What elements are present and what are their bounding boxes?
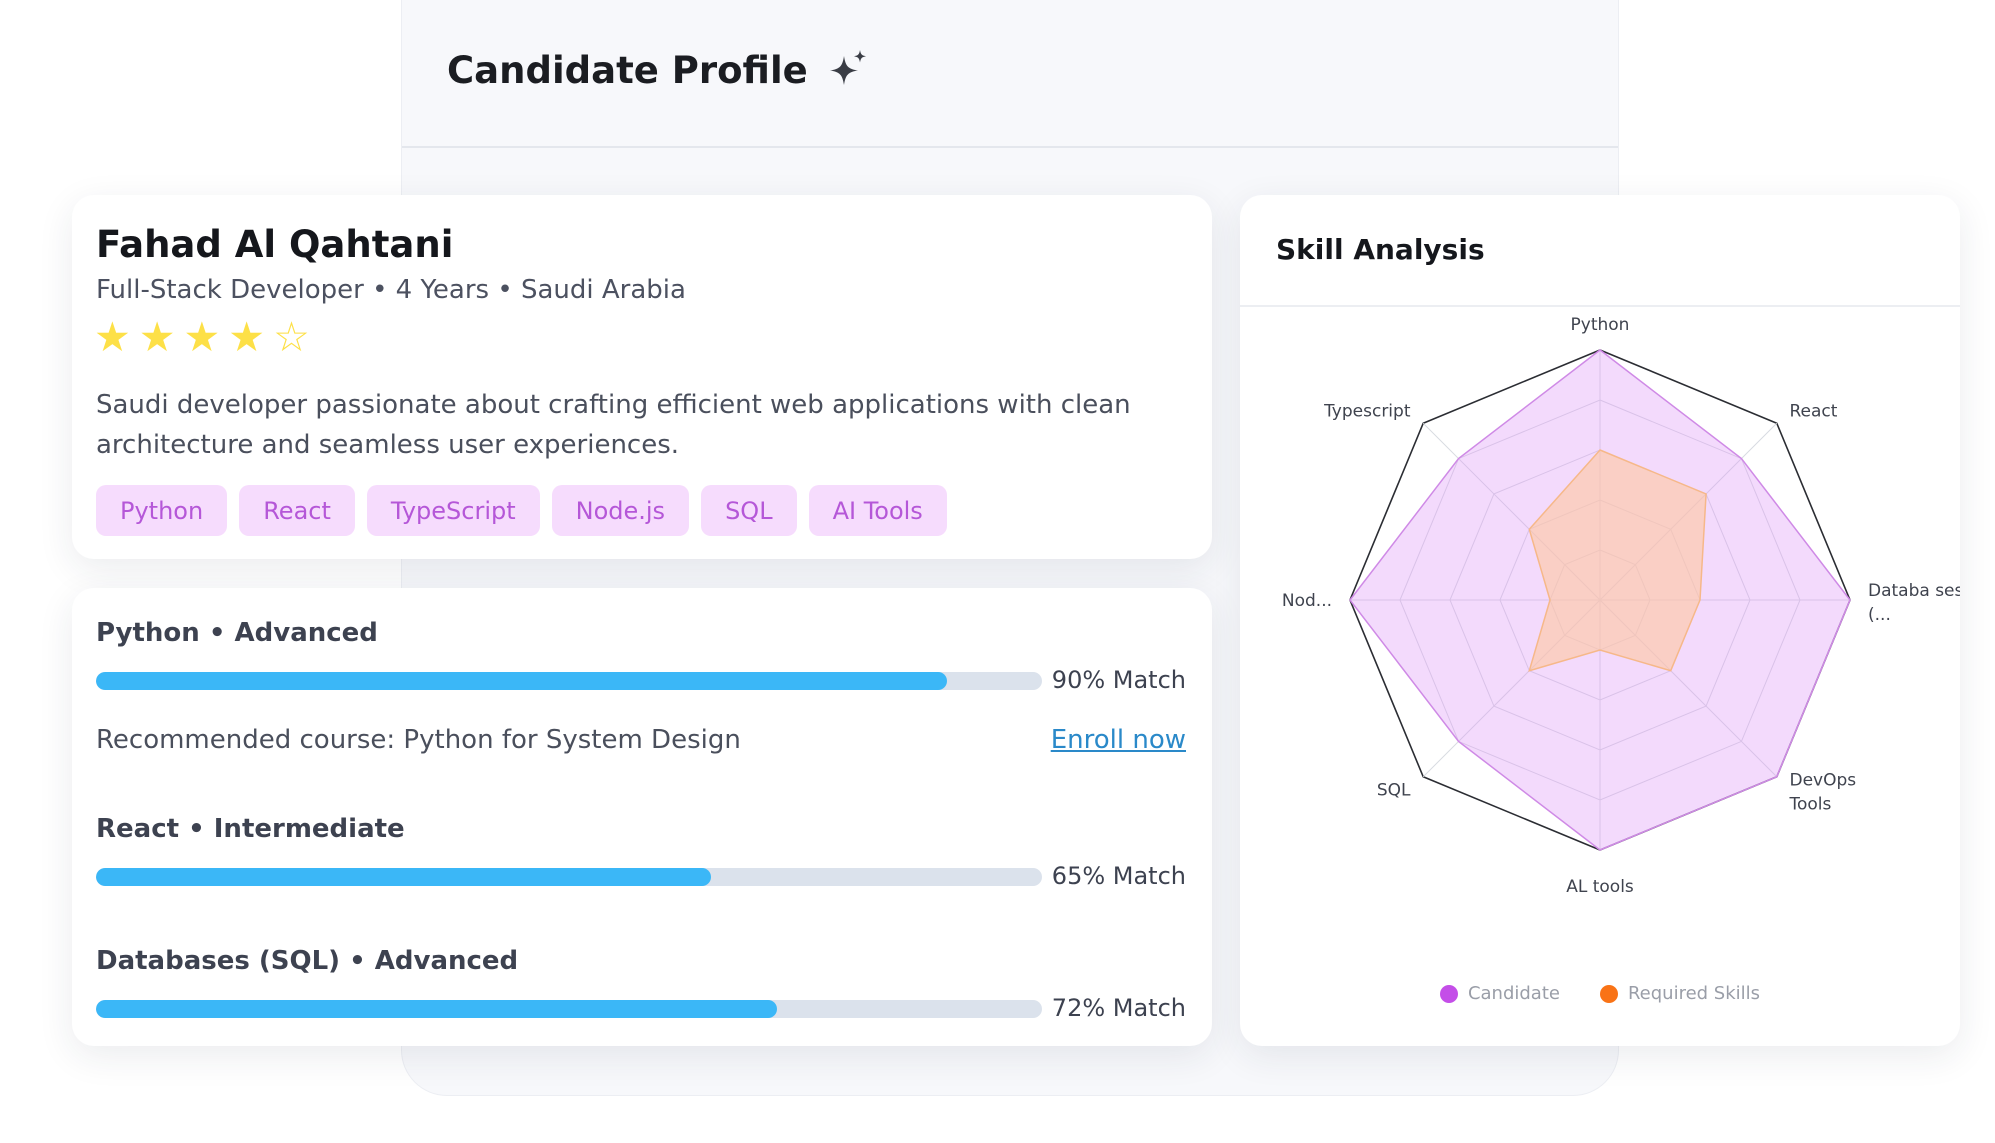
sparkle-icon xyxy=(829,50,866,85)
star-filled-icon: ★ xyxy=(183,313,221,361)
progress-bar-react xyxy=(96,868,1042,886)
progress-fill-databases xyxy=(96,1000,778,1018)
page-header: Candidate Profile xyxy=(447,48,870,92)
legend-label: Candidate xyxy=(1467,983,1560,1004)
legend-item[interactable]: Required Skills xyxy=(1599,983,1761,1004)
star-filled-icon: ★ xyxy=(138,313,176,361)
match-label-python: 90% Match xyxy=(1051,666,1186,694)
skill-tag[interactable]: React xyxy=(239,485,355,536)
radar-axis-label: Typescript xyxy=(1323,401,1411,421)
legend-dot-icon xyxy=(1439,984,1458,1003)
rating-stars: ★ ★ ★ ★ ☆ xyxy=(94,317,310,358)
candidate-subtitle: Full-Stack Developer • 4 Years • Saudi A… xyxy=(96,275,686,305)
legend-item[interactable]: Candidate xyxy=(1439,983,1560,1004)
progress-fill-react xyxy=(96,868,711,886)
radar-axis-label: AL tools xyxy=(1566,877,1634,897)
skill-tag[interactable]: SQL xyxy=(701,485,797,536)
radar-axis-label: Python xyxy=(1571,315,1630,335)
chart-legend: Candidate Required Skills xyxy=(1240,983,1960,1004)
legend-label: Required Skills xyxy=(1627,983,1761,1004)
star-filled-icon: ★ xyxy=(228,313,266,361)
skill-analysis-title: Skill Analysis xyxy=(1276,233,1485,266)
match-label-react: 65% Match xyxy=(1051,862,1186,890)
skill-title-python: Python • Advanced xyxy=(96,618,378,648)
star-filled-icon: ★ xyxy=(94,313,131,361)
skill-title-react: React • Intermediate xyxy=(96,814,405,844)
recommended-course: Recommended course: Python for System De… xyxy=(96,725,741,755)
header-divider xyxy=(402,146,1618,148)
skills-card: Python • Advanced 90% Match Recommended … xyxy=(72,588,1212,1046)
progress-bar-python xyxy=(96,672,1042,690)
page-title: Candidate Profile xyxy=(447,48,808,92)
skill-tags: Python React TypeScript Node.js SQL AI Tools xyxy=(96,485,947,536)
analysis-divider xyxy=(1240,305,1960,307)
radar-chart: Python React Databa ses (... DevOps Tools AL t… xyxy=(1282,315,1960,897)
skill-title-databases: Databases (SQL) • Advanced xyxy=(96,946,519,976)
skill-tag[interactable]: Node.js xyxy=(551,485,690,536)
progress-fill-python xyxy=(96,672,948,690)
radar-axis-label: Nod... xyxy=(1282,591,1332,611)
radar-axis-label: React xyxy=(1790,401,1838,421)
radar-axis-label: DevOps Tools xyxy=(1789,771,1857,815)
legend-dot-icon xyxy=(1599,984,1618,1003)
enroll-now-link[interactable]: Enroll now xyxy=(1050,725,1186,755)
candidate-bio: Saudi developer passionate about craftin… xyxy=(96,390,1131,460)
progress-bar-databases xyxy=(96,1000,1042,1018)
skill-tag[interactable]: TypeScript xyxy=(366,485,540,536)
candidate-name: Fahad Al Qahtani xyxy=(96,223,454,266)
match-label-databases: 72% Match xyxy=(1051,994,1186,1022)
radar-axis-label: SQL xyxy=(1377,781,1411,801)
star-empty-icon: ☆ xyxy=(273,313,310,361)
skill-tag[interactable]: AI Tools xyxy=(808,485,947,536)
profile-card: Fahad Al Qahtani Full-Stack Developer • … xyxy=(72,195,1212,559)
radar-axis-label: Databa ses (... xyxy=(1868,581,1960,625)
skill-tag[interactable]: Python xyxy=(96,485,228,536)
skill-analysis-card: Skill Analysis Python React Databa ses (...… xyxy=(1240,195,1960,1046)
radar-series-required xyxy=(1528,449,1707,672)
